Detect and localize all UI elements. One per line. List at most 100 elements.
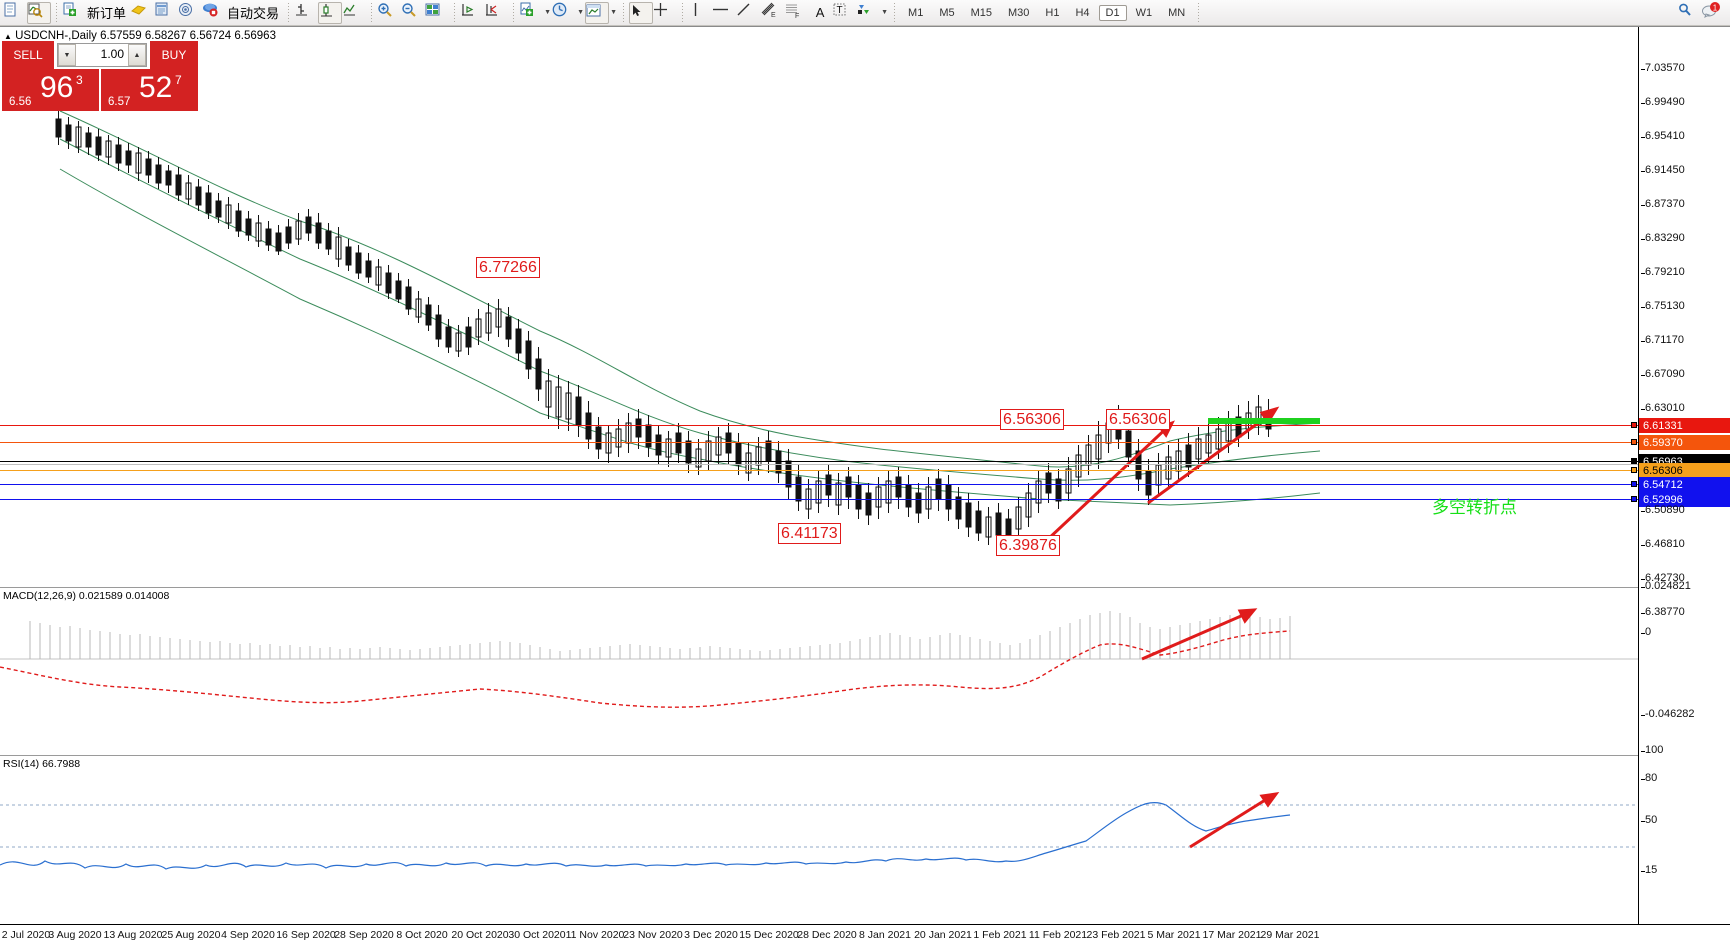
price-tick: 6.95410 <box>1641 130 1685 142</box>
swing-high-label[interactable]: 6.77266 <box>476 257 540 278</box>
chart-window[interactable]: ▲ USDCNH-,Daily 6.57559 6.58267 6.56724 … <box>0 26 1730 950</box>
candlestick-chart-icon[interactable] <box>318 1 343 24</box>
date-tick: 25 Aug 2020 <box>161 929 221 941</box>
alerts-icon[interactable]: 1 <box>1701 1 1727 24</box>
sell-button[interactable]: SELL <box>2 41 54 69</box>
toolbar-separator-7 <box>682 3 684 22</box>
price-tick: 6.79210 <box>1641 266 1685 278</box>
equidistant-channel-icon[interactable]: E <box>760 2 784 24</box>
cursor-icon[interactable] <box>629 1 654 24</box>
navigator-icon[interactable] <box>178 2 202 24</box>
hline-icon[interactable] <box>712 2 736 24</box>
timeframe-h1[interactable]: H1 <box>1045 6 1060 19</box>
sell-quote[interactable]: 6.56 96 3 <box>2 69 99 111</box>
indicators-icon[interactable] <box>519 2 543 24</box>
date-axis[interactable]: 2 Jul 2020 3 Aug 2020 13 Aug 2020 25 Aug 20… <box>0 924 1730 950</box>
indicators-chevron-down-icon[interactable]: ▼ <box>544 9 551 16</box>
pivot-line[interactable] <box>0 470 1638 471</box>
market-watch-icon[interactable] <box>27 1 51 24</box>
zoom-out-icon[interactable] <box>401 2 425 24</box>
toolbar-separator-5 <box>513 3 515 22</box>
buy-quote[interactable]: 6.57 52 7 <box>99 69 198 111</box>
zoom-in-icon[interactable] <box>377 2 401 24</box>
line-handle[interactable] <box>1631 496 1637 502</box>
date-tick: 23 Feb 2021 <box>1086 929 1146 941</box>
templates-icon[interactable] <box>585 1 610 24</box>
expert-advisor-icon[interactable] <box>130 2 154 24</box>
crosshair-icon[interactable] <box>653 2 677 24</box>
timeframe-h4[interactable]: H4 <box>1075 6 1090 19</box>
data-window-icon[interactable] <box>154 2 178 24</box>
autotrading-label[interactable]: 自动交易 <box>227 6 280 21</box>
resistance-line-1-label[interactable]: 6.61331 <box>1631 418 1730 433</box>
timeframe-d1[interactable]: D1 <box>1098 4 1127 21</box>
chart-shift-icon[interactable] <box>460 2 484 24</box>
new-order-label[interactable]: 新订单 <box>87 6 127 21</box>
bar-chart-icon[interactable] <box>294 2 318 24</box>
volume-decrease-icon[interactable]: ▼ <box>58 44 76 66</box>
date-tick: 28 Sep 2020 <box>334 929 394 941</box>
resistance-line-2[interactable] <box>0 442 1638 443</box>
price-axis[interactable]: 7.03570 6.99490 6.95410 6.91450 6.87370 6.832… <box>1638 27 1730 925</box>
line-handle[interactable] <box>1631 422 1637 428</box>
current-price[interactable] <box>0 461 1638 462</box>
svg-text:E: E <box>771 12 776 19</box>
collapse-triangle-icon[interactable]: ▲ <box>4 32 12 41</box>
timeframe-w1[interactable]: W1 <box>1135 6 1153 19</box>
swing-low-label-right[interactable]: 6.39876 <box>996 535 1060 556</box>
shapes-chevron-down-icon[interactable]: ▼ <box>881 9 888 16</box>
rsi-tick: 50 <box>1640 814 1658 826</box>
trendline-icon[interactable] <box>736 2 760 24</box>
timeframe-m5[interactable]: M5 <box>939 6 955 19</box>
pivot-line-label[interactable]: 6.56306 <box>1631 463 1730 478</box>
fibonacci-icon[interactable]: F <box>784 2 808 24</box>
sell-price-fraction: 3 <box>76 73 83 87</box>
timeframe-m15[interactable]: M15 <box>970 6 992 19</box>
date-tick: 5 Mar 2021 <box>1147 929 1201 941</box>
periods-icon[interactable] <box>552 2 576 24</box>
auto-scroll-icon[interactable] <box>484 2 508 24</box>
buy-price-main: 52 <box>139 71 173 104</box>
line-chart-icon[interactable] <box>342 2 366 24</box>
support-line-2-label[interactable]: 6.52996 <box>1631 492 1730 507</box>
date-tick: 13 Aug 2020 <box>103 929 163 941</box>
text-icon[interactable]: A <box>815 5 825 20</box>
green-zone-bar <box>1208 418 1320 424</box>
volume-input[interactable]: ▼ 1.00 ▲ <box>57 43 147 67</box>
pivot-label-right[interactable]: 6.56306 <box>1106 409 1170 430</box>
tile-windows-icon[interactable] <box>425 2 449 24</box>
new-order-icon[interactable] <box>62 2 86 24</box>
swing-low-label-left[interactable]: 6.41173 <box>778 523 841 544</box>
resistance-line-2-label[interactable]: 6.59370 <box>1631 435 1730 450</box>
support-line-2[interactable] <box>0 499 1638 500</box>
periods-chevron-down-icon[interactable]: ▼ <box>577 9 584 16</box>
resistance-line-1[interactable] <box>0 425 1638 426</box>
volume-value[interactable]: 1.00 <box>100 47 124 61</box>
text-label-icon[interactable]: T <box>832 2 856 24</box>
new-chart-icon[interactable] <box>3 2 27 24</box>
line-handle[interactable] <box>1631 481 1637 487</box>
line-handle[interactable] <box>1631 458 1637 464</box>
gray-line[interactable] <box>0 464 1638 465</box>
timeframe-m30[interactable]: M30 <box>1008 6 1030 19</box>
support-line-1[interactable] <box>0 484 1638 485</box>
date-tick: 3 Aug 2020 <box>48 929 102 941</box>
svg-text:T: T <box>837 5 843 16</box>
date-tick: 28 Dec 2020 <box>797 929 857 941</box>
line-handle[interactable] <box>1631 467 1637 473</box>
octp-top-row: SELL ▼ 1.00 ▲ BUY <box>2 41 198 69</box>
date-tick: 3 Dec 2020 <box>684 929 738 941</box>
line-handle[interactable] <box>1631 439 1637 445</box>
search-icon[interactable] <box>1677 2 1701 24</box>
templates-chevron-down-icon[interactable]: ▼ <box>610 9 617 16</box>
buy-button[interactable]: BUY <box>150 41 198 69</box>
timeframe-m1[interactable]: M1 <box>908 6 924 19</box>
pivot-label-left[interactable]: 6.56306 <box>1000 409 1064 430</box>
vline-icon[interactable] <box>688 2 712 24</box>
support-line-1-label[interactable]: 6.54712 <box>1631 477 1730 492</box>
timeframe-mn[interactable]: MN <box>1168 6 1186 19</box>
one-click-trading-panel[interactable]: SELL ▼ 1.00 ▲ BUY 6.56 96 3 6.57 52 7 <box>2 41 198 111</box>
volume-increase-icon[interactable]: ▲ <box>128 44 146 66</box>
autotrading-icon[interactable] <box>202 2 226 24</box>
shapes-icon[interactable] <box>856 2 880 24</box>
